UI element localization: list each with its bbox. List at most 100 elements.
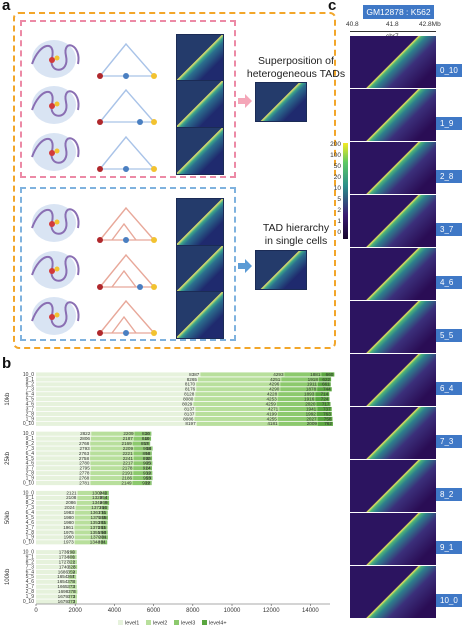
heterogeneous-tads-box: [20, 20, 236, 178]
category-tick-label: 7_3: [26, 387, 35, 393]
legend-label: level1: [125, 621, 139, 627]
x-tick-label: 4000: [108, 608, 122, 614]
bar-value-label: 373: [68, 599, 76, 604]
bar-value-label: 4251: [270, 377, 281, 382]
bar-segment: [36, 510, 75, 515]
bar-value-label: 2149: [121, 480, 132, 485]
bar-value-label: 3: [72, 579, 75, 584]
bar-value-label: 2027: [306, 416, 317, 421]
bar-segment: [36, 446, 91, 451]
tad-tree-icon: [97, 253, 157, 290]
bar-segment: [36, 555, 70, 560]
bar-segment: [150, 480, 152, 486]
bar-value-label: 1973: [63, 540, 74, 545]
bar-value-label: 890: [142, 451, 150, 456]
bar-value-label: 737: [323, 406, 331, 411]
cell-heatmap: [350, 513, 436, 565]
cell-heatmap: [350, 195, 436, 247]
bar-segment: [75, 584, 77, 589]
bar-value-label: 1686: [58, 569, 69, 574]
bar-segment: [36, 584, 69, 589]
category-tick-label: 6_4: [26, 569, 35, 575]
bar-value-label: 2186: [122, 475, 133, 480]
colorbar: [343, 143, 348, 239]
row-label-9_1: 9_1: [436, 541, 462, 554]
bar-segment: [36, 416, 195, 421]
bar-segment: [69, 559, 77, 565]
bar-segment: [36, 461, 91, 466]
category-tick-label: 4_6: [26, 401, 35, 407]
colorbar-tick-label: 1: [337, 218, 341, 225]
bar-segment: [36, 451, 91, 456]
bar-value-label: 2: [73, 569, 76, 574]
superposed-heatmap-top: [255, 82, 307, 122]
bar-value-label: 2187: [123, 436, 134, 441]
bar-segment: [36, 599, 69, 604]
bar-segment: [276, 402, 317, 407]
bar-segment: [106, 540, 108, 545]
bar-segment: [90, 436, 134, 441]
bar-segment: [36, 525, 75, 530]
bar-segment: [281, 377, 319, 382]
category-tick-label: 1_9: [26, 475, 35, 481]
bar-value-label: 660: [326, 372, 334, 377]
cell-heatmap: [350, 89, 436, 141]
group-label: 10kb: [5, 392, 11, 406]
chromatin-loop-icon: [31, 133, 80, 171]
bar-segment: [101, 520, 107, 525]
row-label-4_6: 4_6: [436, 276, 462, 289]
bar-value-label: 10: [145, 436, 151, 441]
bar-segment: [36, 397, 195, 402]
colorbar-tick-label: 2: [337, 207, 341, 214]
bar-value-label: 2: [73, 559, 76, 564]
bar-value-label: 932: [143, 471, 151, 476]
bar-value-label: 4293: [273, 372, 284, 377]
bar-segment: [317, 421, 333, 426]
schematic-row: [22, 34, 234, 84]
bar-segment: [36, 387, 197, 392]
superposed-heatmap-bottom: [255, 250, 307, 290]
category-tick-label: 2_8: [26, 589, 35, 595]
cell-heatmap: [350, 142, 436, 194]
x-tick-label: 0: [34, 608, 38, 614]
category-tick-label: 10_0: [23, 372, 34, 378]
bar-segment: [315, 392, 330, 397]
bar-value-label: 1980: [64, 520, 75, 525]
bar-segment: [151, 451, 152, 456]
bar-segment: [36, 431, 92, 436]
bar-value-label: 1740: [59, 564, 70, 569]
colorbar-tick-label: 200: [330, 141, 341, 148]
bar-segment: [75, 555, 77, 560]
bar-segment: [36, 559, 70, 565]
bar-value-label: 744: [323, 387, 331, 392]
category-tick-label: 10_0: [23, 550, 34, 556]
legend-label: level2: [153, 621, 167, 627]
bar-value-label: 2020: [305, 401, 316, 406]
bar-value-label: 8197: [185, 421, 196, 426]
bar-segment: [74, 520, 102, 525]
bar-segment: [133, 451, 152, 456]
bar-segment: [149, 441, 151, 446]
bar-value-label: 661: [322, 382, 330, 387]
bar-segment: [36, 540, 75, 545]
row-label-7_3: 7_3: [436, 435, 462, 448]
bar-segment: [36, 406, 196, 412]
bar-segment: [90, 471, 134, 476]
bar-value-label: 23: [146, 461, 152, 466]
bar-value-label: 2209: [123, 446, 134, 451]
bar-segment: [103, 500, 109, 505]
category-tick-label: 4_6: [26, 520, 35, 526]
bar-value-label: 4259: [266, 401, 277, 406]
bar-segment: [196, 421, 279, 426]
category-tick-label: 8_2: [26, 441, 35, 447]
bar-value-label: 373: [67, 584, 75, 589]
bar-value-label: 857: [141, 441, 149, 446]
bar-segment: [195, 406, 280, 412]
bar-segment: [317, 387, 332, 392]
bar-segment: [36, 476, 91, 481]
bar-value-label: 1734: [59, 554, 70, 559]
genome-tick-3: 42.8Mb: [419, 21, 441, 28]
bar-segment: [90, 461, 134, 466]
category-tick-label: 8_2: [26, 382, 35, 388]
